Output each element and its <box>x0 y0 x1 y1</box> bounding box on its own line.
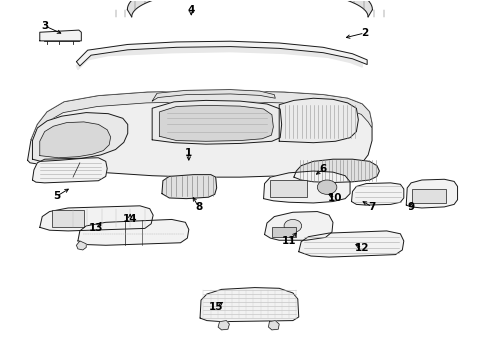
Polygon shape <box>152 100 282 144</box>
Circle shape <box>284 220 302 232</box>
Text: 11: 11 <box>282 236 296 246</box>
Bar <box>52 210 84 227</box>
Polygon shape <box>76 41 367 66</box>
Polygon shape <box>265 212 333 240</box>
Polygon shape <box>218 320 229 330</box>
Text: 5: 5 <box>53 191 60 201</box>
Text: 13: 13 <box>89 224 103 233</box>
Polygon shape <box>351 183 404 205</box>
Text: 6: 6 <box>319 164 327 174</box>
Polygon shape <box>294 159 379 183</box>
Polygon shape <box>264 171 350 203</box>
Polygon shape <box>27 91 372 177</box>
Text: 9: 9 <box>408 202 415 212</box>
Polygon shape <box>40 30 81 41</box>
Bar <box>272 226 296 237</box>
Polygon shape <box>406 179 458 208</box>
Text: 1: 1 <box>185 148 193 158</box>
Polygon shape <box>40 206 153 231</box>
Polygon shape <box>127 0 372 17</box>
Text: 8: 8 <box>195 202 202 212</box>
Polygon shape <box>78 220 189 245</box>
Text: 10: 10 <box>328 193 343 203</box>
Polygon shape <box>32 158 107 183</box>
Bar <box>270 180 307 197</box>
Text: 15: 15 <box>208 302 223 312</box>
Text: 7: 7 <box>368 202 376 212</box>
Polygon shape <box>32 113 128 161</box>
Bar <box>412 189 446 203</box>
Polygon shape <box>269 320 279 330</box>
Polygon shape <box>152 90 275 101</box>
Text: 4: 4 <box>188 5 195 15</box>
Polygon shape <box>200 288 299 321</box>
Polygon shape <box>40 122 111 158</box>
Polygon shape <box>162 175 217 199</box>
Polygon shape <box>279 98 358 143</box>
Circle shape <box>318 180 337 194</box>
Polygon shape <box>299 231 404 257</box>
Polygon shape <box>159 105 273 141</box>
Polygon shape <box>76 241 86 250</box>
Polygon shape <box>76 47 362 69</box>
Text: 12: 12 <box>355 243 369 253</box>
Text: 3: 3 <box>41 21 49 31</box>
Text: 14: 14 <box>123 215 138 224</box>
Polygon shape <box>31 91 372 141</box>
Text: 2: 2 <box>361 28 368 38</box>
